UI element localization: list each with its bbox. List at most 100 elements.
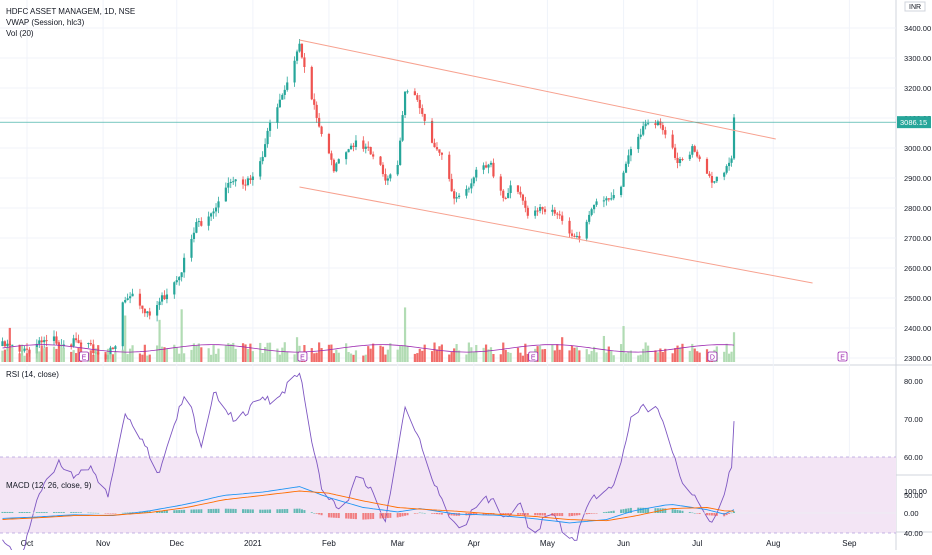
- macd-histogram-bar: [723, 513, 726, 517]
- macd-histogram-bar: [629, 507, 632, 513]
- event-marker[interactable]: [837, 351, 848, 362]
- macd-histogram-bar: [244, 509, 247, 513]
- candle-body: [337, 159, 340, 164]
- candle-body: [381, 164, 385, 175]
- candle-body: [659, 121, 662, 126]
- candle-body: [354, 140, 358, 147]
- macd-histogram-bar: [733, 511, 736, 513]
- volume-bar: [418, 348, 421, 362]
- volume-bar: [612, 355, 615, 362]
- x-tick-label: Apr: [468, 539, 481, 548]
- macd-histogram-bar: [647, 507, 650, 513]
- candle-body: [138, 293, 142, 306]
- y-tick-label: 2500.00: [904, 294, 931, 303]
- candle-body: [232, 181, 235, 183]
- candle-body: [200, 221, 203, 226]
- event-marker[interactable]: [528, 351, 539, 362]
- candle-body: [592, 204, 596, 210]
- channel-lower-line[interactable]: [299, 186, 813, 284]
- volume-bar: [141, 354, 144, 362]
- macd-histogram-bar: [327, 513, 330, 518]
- volume-bar: [286, 352, 289, 362]
- macd-histogram-bar: [605, 511, 608, 513]
- x-tick-label: Jul: [692, 539, 702, 548]
- macd-histogram-bar: [111, 513, 114, 514]
- volume-bar: [104, 351, 107, 362]
- legend-volume[interactable]: Vol (20): [6, 29, 34, 38]
- event-marker[interactable]: [707, 351, 718, 362]
- candle-body: [713, 181, 716, 183]
- volume-bar: [337, 352, 340, 362]
- vwap-line: [2, 344, 735, 353]
- macd-histogram-bar: [435, 513, 438, 515]
- volume-bar: [430, 351, 434, 362]
- macd-histogram-bar: [126, 512, 129, 514]
- volume-bar: [200, 347, 203, 362]
- volume-bar: [330, 344, 333, 362]
- macd-histogram-bar: [627, 508, 630, 513]
- macd-histogram-bar: [330, 513, 333, 518]
- macd-histogram-bar: [197, 509, 200, 513]
- volume-bar: [678, 347, 682, 362]
- macd-histogram-bar: [676, 509, 679, 513]
- candle-body: [229, 181, 232, 184]
- volume-bar: [688, 350, 691, 362]
- macd-histogram-bar: [679, 510, 682, 513]
- candle-body: [25, 348, 29, 350]
- candle-body: [732, 117, 736, 159]
- candle-body: [300, 43, 304, 58]
- volume-bar: [489, 347, 493, 362]
- event-marker[interactable]: [79, 351, 89, 362]
- volume-bar: [8, 327, 11, 362]
- volume-bar: [389, 343, 392, 362]
- macd-histogram-bar: [551, 513, 554, 516]
- volume-bar: [457, 350, 461, 362]
- volume-bar: [1, 350, 4, 362]
- candle-body: [418, 99, 421, 109]
- event-marker-label: E: [300, 355, 305, 362]
- candle-body: [349, 145, 353, 150]
- volume-bar: [502, 342, 505, 362]
- volume-bar: [214, 353, 218, 362]
- macd-histogram-bar: [148, 511, 151, 513]
- macd-histogram-bar: [715, 513, 718, 516]
- volume-bar: [345, 343, 348, 362]
- legend-rsi[interactable]: RSI (14, close): [6, 370, 59, 379]
- macd-histogram-bar: [691, 512, 694, 514]
- candle-body: [455, 197, 458, 199]
- macd-histogram-bar: [433, 513, 436, 514]
- macd-histogram-bar: [146, 511, 149, 513]
- volume-bar: [20, 344, 24, 362]
- volume-bar: [406, 346, 409, 362]
- candle-body: [401, 115, 404, 141]
- volume-bar: [11, 346, 14, 362]
- volume-bar: [423, 344, 426, 362]
- macd-histogram-bar: [183, 509, 186, 513]
- macd-histogram-bar: [519, 513, 522, 515]
- candle-body: [72, 338, 75, 347]
- legend-macd[interactable]: MACD (12, 26, close, 9): [6, 481, 92, 490]
- candle-body: [158, 301, 161, 306]
- volume-bar: [121, 349, 124, 362]
- volume-bar: [183, 353, 186, 362]
- legend-vwap[interactable]: VWAP (Session, hlc3): [6, 18, 85, 27]
- macd-histogram-bar: [369, 513, 372, 520]
- candle-body: [526, 207, 529, 216]
- candle-body: [310, 66, 313, 100]
- volume-bar: [318, 342, 321, 362]
- candle-body: [298, 43, 301, 52]
- candle-body: [192, 232, 196, 240]
- macd-histogram-bar: [227, 508, 230, 513]
- event-marker[interactable]: [297, 351, 308, 362]
- macd-histogram-bar: [585, 513, 588, 515]
- candle-body: [421, 108, 424, 114]
- volume-bar: [45, 346, 48, 362]
- legend-symbol[interactable]: HDFC ASSET MANAGEM, 1D, NSE: [6, 7, 136, 16]
- candle-body: [416, 95, 419, 100]
- volume-bar: [25, 353, 29, 362]
- channel-upper-line[interactable]: [299, 39, 776, 140]
- volume-bar: [384, 354, 387, 362]
- macd-histogram-bar: [399, 513, 402, 517]
